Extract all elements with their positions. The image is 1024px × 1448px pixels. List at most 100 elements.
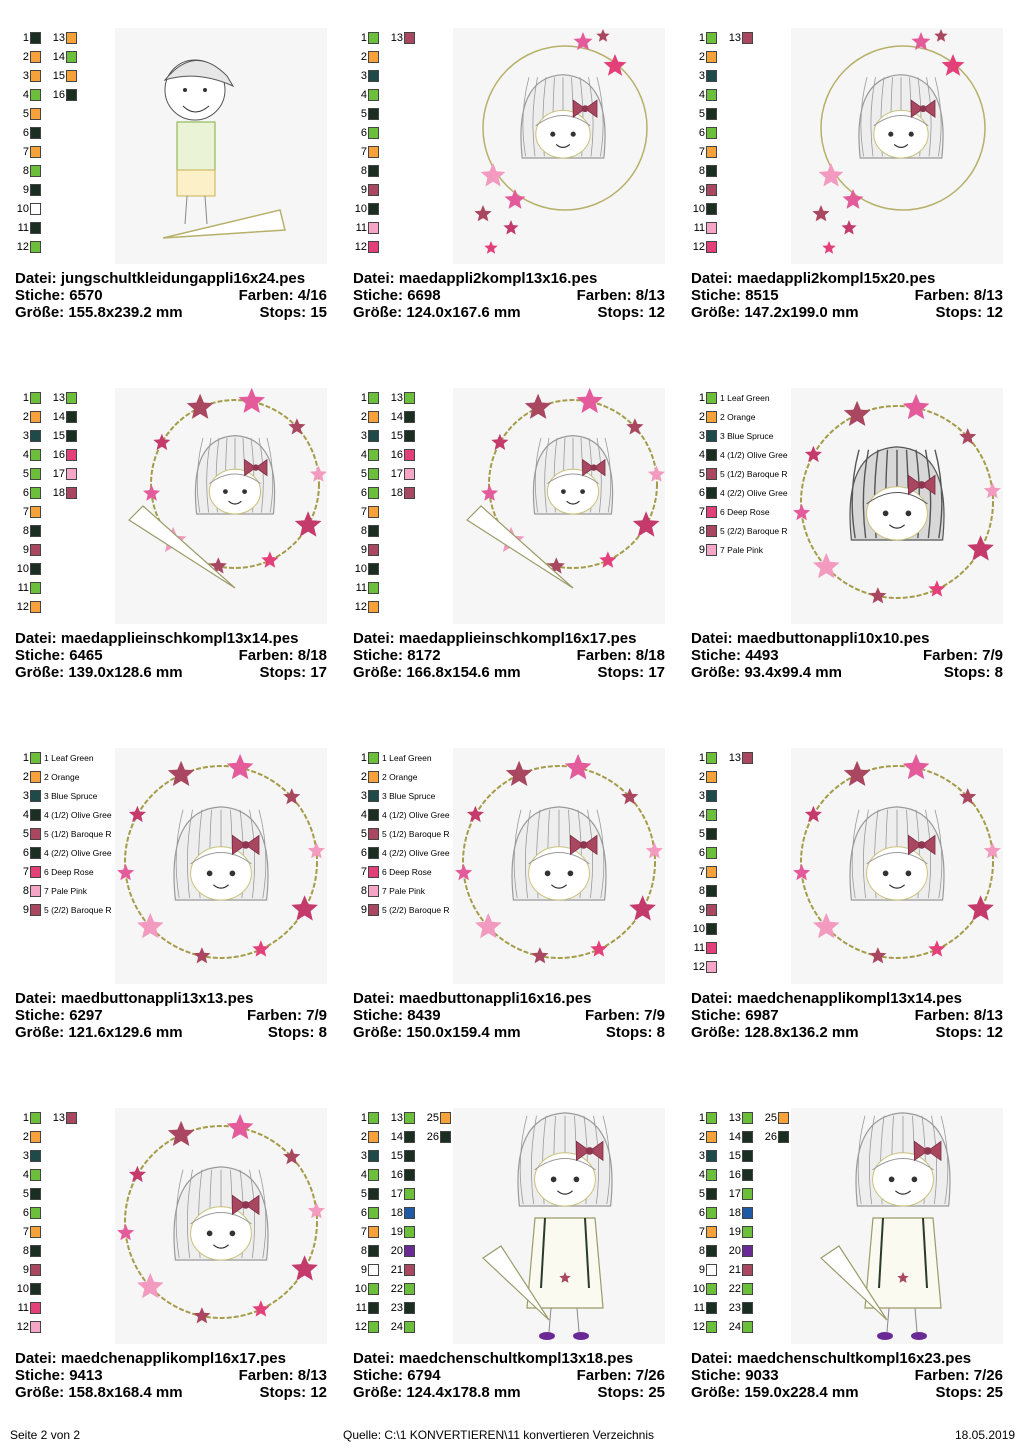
color-swatch [30, 183, 41, 196]
thread-number: 14 [52, 410, 65, 423]
thread-number: 14 [52, 50, 65, 63]
star-shape [505, 760, 533, 786]
stitches-label: Stiche: [15, 287, 66, 304]
color-swatch [30, 202, 41, 215]
legend-row: 8 [15, 161, 41, 180]
thread-number: 4 [22, 88, 29, 101]
thread-number: 3 [360, 69, 367, 82]
thread-number: 4 [698, 1168, 705, 1181]
color-count: 7/26 [973, 1367, 1003, 1384]
star-shape [621, 788, 639, 805]
bow-shape [576, 1140, 604, 1162]
legend-row: 6 [15, 483, 41, 502]
legend-row: 3 [15, 1146, 41, 1165]
color-swatch [440, 1130, 451, 1143]
stops-label: Stops: [259, 304, 307, 321]
design-size: 124.0x167.6 mm [406, 304, 521, 321]
legend-row: 1 [15, 1108, 41, 1127]
legend-column: 1 2 3 4 5 6 7 8 9 10 11 12 [353, 388, 379, 616]
color-swatch [706, 240, 717, 253]
star-shape [841, 220, 857, 235]
thread-number: 3 [698, 1149, 705, 1162]
color-swatch [706, 486, 717, 499]
color-swatch [30, 865, 41, 878]
thread-number: 15 [390, 429, 403, 442]
stitches-label: Stiche: [691, 1367, 742, 1384]
thread-number: 12 [16, 1320, 29, 1333]
design-card: 1 2 3 4 5 6 7 8 9 10 11 12 13 Datei: maedappli2kompl… [691, 28, 1011, 338]
thread-number: 10 [354, 562, 367, 575]
design-card: 1 2 3 4 5 6 7 8 9 10 11 12 13 Datei: maedchenappliko… [691, 748, 1011, 1058]
thread-number: 2 [22, 410, 29, 423]
legend-row: 24 [727, 1317, 753, 1336]
thread-name: 1 Leaf Green [720, 392, 770, 403]
legend-row: 2 [691, 1127, 717, 1146]
legend-row: 18 [51, 483, 77, 502]
color-swatch [706, 543, 717, 556]
legend-column: 13 [727, 28, 753, 47]
color-swatch [368, 467, 379, 480]
legend-row: 11 [353, 1298, 379, 1317]
legend-row: 9 7 Pale Pink [691, 540, 790, 559]
star-shape [307, 1202, 325, 1219]
thread-number: 3 [698, 789, 705, 802]
thread-number: 22 [728, 1282, 741, 1295]
color-swatch [706, 903, 717, 916]
color-swatch [742, 1301, 753, 1314]
color-swatch [368, 240, 379, 253]
color-swatch [30, 1168, 41, 1181]
legend-row: 13 [389, 28, 415, 47]
star-shape [983, 482, 1001, 499]
legend-row: 4 [15, 1165, 41, 1184]
bow-shape [582, 458, 606, 477]
stops-label: Stops: [935, 304, 983, 321]
ring-shape [800, 405, 994, 599]
color-swatch [30, 600, 41, 613]
star-shape [902, 393, 930, 420]
colors-label: Farben: [914, 1367, 970, 1384]
legend-row: 12 [691, 957, 717, 976]
legend-row: 6 [691, 123, 717, 142]
color-count: 8/18 [297, 647, 327, 664]
colors-label: Farben: [914, 1007, 970, 1024]
legend-row: 6 [691, 1203, 717, 1222]
stop-count: 8 [318, 1024, 327, 1041]
legend-row: 13 [389, 388, 415, 407]
design-card: 1 2 3 4 5 6 7 8 9 10 11 12 13 14 15 16 17 18 19 20 21 22 23 24 2… [691, 1108, 1011, 1418]
thread-number: 2 [698, 410, 705, 423]
legend-row: 7 [15, 1222, 41, 1241]
design-info: Datei: maedbuttonappli10x10.pes Stiche: … [691, 630, 1003, 681]
star-shape [645, 842, 663, 859]
thread-number: 11 [17, 1301, 29, 1314]
thread-number: 9 [360, 183, 367, 196]
thread-number: 3 [360, 429, 367, 442]
thread-number: 8 [360, 1244, 367, 1257]
size-label: Größe: [15, 664, 65, 681]
star-shape [117, 863, 135, 881]
color-swatch [404, 1111, 415, 1124]
file-label: Datei: [15, 1350, 57, 1367]
legend-row: 6 4 (2/2) Olive Gree [691, 483, 790, 502]
thread-number: 3 [698, 69, 705, 82]
thread-number: 10 [692, 1282, 705, 1295]
star-shape [793, 503, 811, 521]
thread-number: 15 [728, 1149, 741, 1162]
design-size: 159.0x228.4 mm [744, 1384, 859, 1401]
thread-number: 10 [16, 202, 29, 215]
thread-number: 6 [360, 126, 367, 139]
color-swatch [30, 751, 41, 764]
color-swatch [742, 1149, 753, 1162]
color-swatch [30, 562, 41, 575]
thread-number: 18 [52, 486, 65, 499]
legend-row: 7 [353, 142, 379, 161]
star-shape [812, 205, 830, 222]
color-swatch [404, 1149, 415, 1162]
star-shape [137, 912, 164, 939]
color-swatch [30, 410, 41, 423]
thread-number: 5 [22, 1187, 29, 1200]
thread-number: 3 [360, 789, 367, 802]
thread-number: 9 [22, 1263, 29, 1276]
legend-row: 2 [15, 407, 41, 426]
thread-number: 14 [390, 1130, 403, 1143]
star-shape [531, 947, 549, 964]
